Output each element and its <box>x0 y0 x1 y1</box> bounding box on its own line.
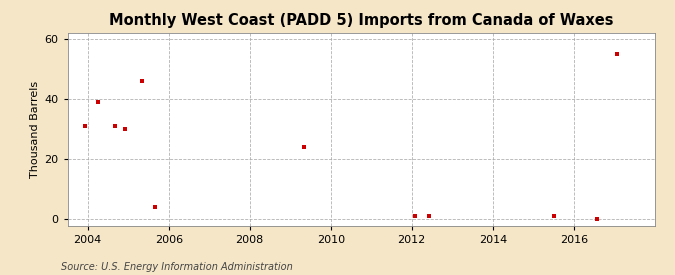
Point <box>612 52 623 56</box>
Point <box>119 127 130 131</box>
Point <box>548 214 559 219</box>
Point <box>136 79 147 83</box>
Point <box>410 214 421 219</box>
Point <box>298 145 309 150</box>
Title: Monthly West Coast (PADD 5) Imports from Canada of Waxes: Monthly West Coast (PADD 5) Imports from… <box>109 13 614 28</box>
Point <box>150 205 161 210</box>
Point <box>423 214 434 219</box>
Y-axis label: Thousand Barrels: Thousand Barrels <box>30 81 40 178</box>
Point <box>79 124 90 128</box>
Point <box>592 217 603 222</box>
Text: Source: U.S. Energy Information Administration: Source: U.S. Energy Information Administ… <box>61 262 292 272</box>
Point <box>92 100 103 104</box>
Point <box>109 124 120 128</box>
